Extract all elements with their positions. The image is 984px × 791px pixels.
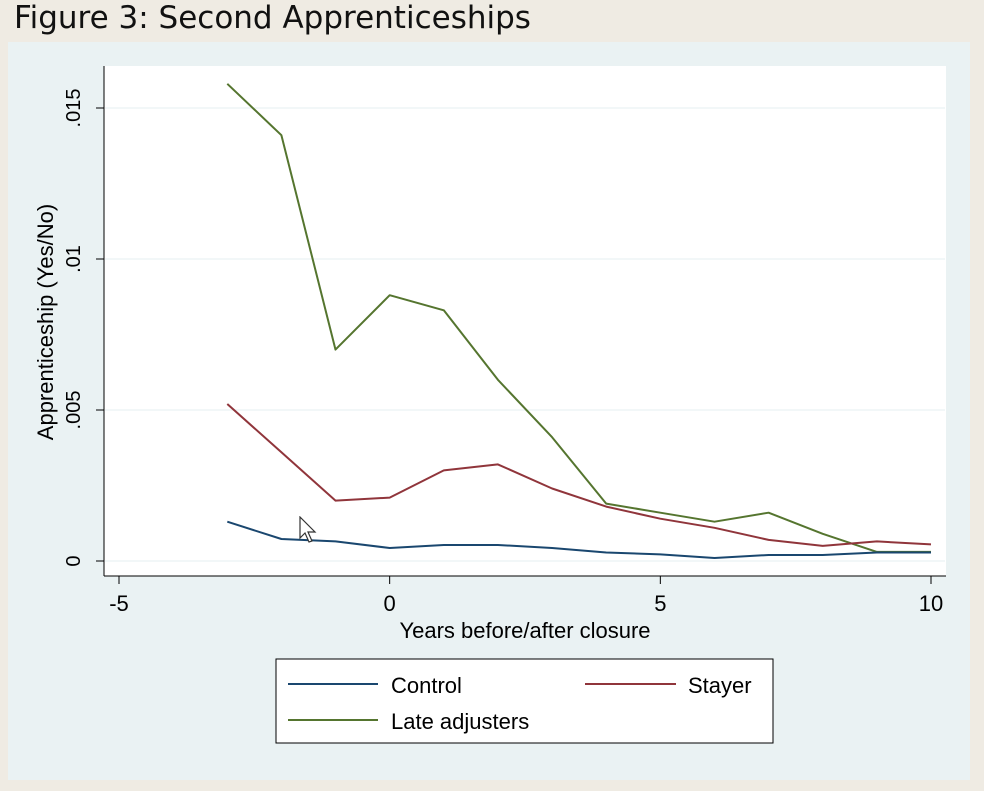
y-tick-label: 0 — [63, 555, 85, 566]
plot-area — [104, 66, 946, 576]
legend-label-control: Control — [391, 673, 462, 698]
series-group — [226, 83, 932, 559]
y-tick-label: .005 — [63, 391, 85, 430]
series-line-late-adjusters — [226, 83, 931, 553]
gridlines — [105, 107, 945, 562]
x-tick-label: 5 — [654, 591, 666, 616]
mouse-pointer-icon — [299, 516, 317, 543]
series-line-stayer — [226, 403, 932, 547]
y-tick-label: .01 — [63, 245, 85, 273]
x-axis-ticks: -5 0 5 10 — [109, 576, 943, 616]
figure-title: Figure 3: Second Apprenticeships — [14, 0, 531, 36]
x-tick-label: 0 — [384, 591, 396, 616]
y-tick-label: .015 — [63, 89, 85, 128]
x-tick-label: -5 — [109, 591, 129, 616]
legend-label-stayer: Stayer — [688, 673, 752, 698]
y-axis-label: Apprenticeship (Yes/No) — [33, 204, 58, 440]
y-axis-ticks: 0 .005 .01 .015 — [63, 89, 104, 567]
x-tick-label: 10 — [919, 591, 943, 616]
legend: Control Stayer Late adjusters — [275, 658, 774, 744]
legend-box — [275, 658, 774, 744]
legend-label-late-adjusters: Late adjusters — [391, 709, 529, 734]
x-axis-label: Years before/after closure — [399, 618, 650, 643]
series-line-control — [226, 520, 931, 559]
